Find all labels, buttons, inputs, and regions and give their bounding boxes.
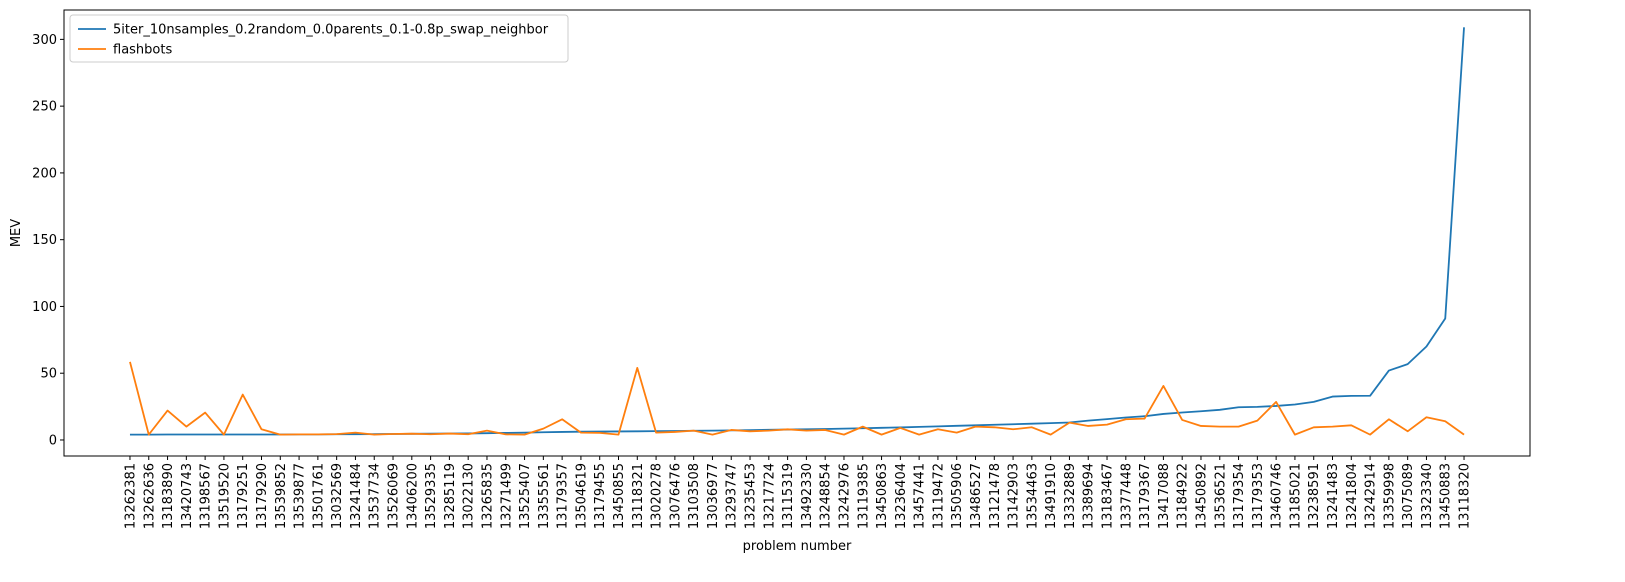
x-tick-label: 13179251	[236, 463, 251, 529]
x-tick-label: 13262381	[123, 463, 138, 529]
x-tick-label: 13529335	[424, 463, 439, 529]
x-tick-label: 13241804	[1345, 463, 1360, 529]
y-tick-label: 150	[32, 233, 57, 248]
y-tick-label: 100	[32, 300, 57, 315]
x-tick-label: 13450883	[1439, 463, 1454, 529]
x-tick-label: 13536521	[1213, 463, 1228, 529]
x-tick-label: 13236404	[894, 463, 909, 529]
y-axis-label: MEV	[9, 219, 24, 247]
x-tick-label: 13238591	[1307, 463, 1322, 529]
x-tick-label: 13142903	[1007, 463, 1022, 529]
x-tick-label: 13179354	[1232, 463, 1247, 529]
x-tick-label: 13022130	[462, 463, 477, 529]
x-tick-label: 13526069	[387, 463, 402, 529]
x-tick-label: 13242914	[1364, 463, 1379, 529]
x-tick-label: 13501761	[311, 463, 326, 529]
x-tick-label: 13217724	[762, 463, 777, 529]
x-tick-label: 13406200	[405, 463, 420, 529]
x-tick-label: 13262636	[142, 463, 157, 529]
x-tick-label: 13486527	[969, 463, 984, 529]
x-tick-label: 13265835	[480, 463, 495, 529]
x-tick-label: 13525407	[518, 463, 533, 529]
y-axis-ticks: 0 50 100 150 200 250 300	[32, 33, 64, 448]
x-tick-label: 13450863	[875, 463, 890, 529]
x-tick-label: 13534463	[1025, 463, 1040, 529]
x-tick-label: 13179357	[556, 463, 571, 529]
x-tick-label: 13118321	[631, 463, 646, 529]
x-tick-label: 13179455	[593, 463, 608, 529]
x-tick-label: 13179367	[1138, 463, 1153, 529]
legend-box	[69, 14, 569, 63]
x-tick-label: 13076476	[668, 463, 683, 529]
x-tick-label: 13539877	[293, 463, 308, 529]
x-tick-label: 13450892	[1194, 463, 1209, 529]
x-tick-label: 13417088	[1157, 463, 1172, 529]
y-tick-label: 200	[32, 166, 57, 181]
x-tick-label: 13121478	[988, 463, 1003, 529]
x-tick-label: 13539852	[274, 463, 289, 529]
x-tick-label: 13075089	[1401, 463, 1416, 529]
x-tick-label: 13377448	[1119, 463, 1134, 529]
series-line-2	[129, 361, 1465, 436]
x-tick-label: 13242976	[837, 463, 852, 529]
x-tick-label: 13491910	[1044, 463, 1059, 529]
y-tick-label: 300	[32, 33, 57, 48]
x-tick-label: 13460746	[1270, 463, 1285, 529]
x-tick-label: 13457441	[913, 463, 928, 529]
x-tick-label: 13248854	[819, 463, 834, 529]
x-tick-label: 13032569	[330, 463, 345, 529]
x-tick-label: 13241484	[349, 463, 364, 529]
y-tick-label: 0	[49, 433, 57, 448]
x-tick-label: 13115319	[781, 463, 796, 529]
x-tick-label: 13241483	[1326, 463, 1341, 529]
x-axis-ticks: 13262381 13262636 13183890 13420743 13198567…	[123, 456, 1473, 529]
x-tick-label: 13271499	[499, 463, 514, 529]
x-axis-label: problem number	[743, 539, 852, 554]
x-tick-label: 13179353	[1251, 463, 1266, 529]
x-tick-label: 13285119	[443, 463, 458, 529]
x-tick-label: 13504619	[574, 463, 589, 529]
x-tick-label: 13355561	[537, 463, 552, 529]
x-tick-label: 13184922	[1176, 463, 1191, 529]
x-tick-label: 13332889	[1063, 463, 1078, 529]
legend: 5iter_10nsamples_0.2random_0.0parents_0.…	[69, 14, 569, 63]
x-tick-label: 13420743	[180, 463, 195, 529]
x-tick-label: 13537734	[368, 463, 383, 529]
x-tick-label: 13198567	[199, 463, 214, 529]
x-tick-label: 13505906	[950, 463, 965, 529]
x-tick-label: 13119385	[856, 463, 871, 529]
x-tick-label: 13183467	[1101, 463, 1116, 529]
x-tick-label: 13185021	[1288, 463, 1303, 529]
x-tick-label: 13020278	[650, 463, 665, 529]
x-tick-label: 13323340	[1420, 463, 1435, 529]
x-tick-label: 13293747	[725, 463, 740, 529]
x-tick-label: 13036977	[706, 463, 721, 529]
x-tick-label: 13103508	[687, 463, 702, 529]
series-layer	[129, 27, 1465, 436]
x-tick-label: 13118320	[1458, 463, 1473, 529]
y-tick-label: 50	[40, 367, 57, 382]
x-tick-label: 13179290	[255, 463, 270, 529]
x-tick-label: 13389694	[1082, 463, 1097, 529]
x-tick-label: 13492330	[800, 463, 815, 529]
x-tick-label: 13183890	[161, 463, 176, 529]
legend-label-series-1: 5iter_10nsamples_0.2random_0.0parents_0.…	[113, 23, 549, 38]
legend-label-flashbots: flashbots	[113, 43, 172, 58]
x-tick-label: 13119472	[931, 463, 946, 529]
y-tick-label: 250	[32, 100, 57, 115]
x-tick-label: 13235453	[744, 463, 759, 529]
x-tick-label: 13519520	[217, 463, 232, 529]
plot-area-frame	[63, 9, 1531, 457]
x-tick-label: 13359998	[1382, 463, 1397, 529]
x-tick-label: 13450855	[612, 463, 627, 529]
